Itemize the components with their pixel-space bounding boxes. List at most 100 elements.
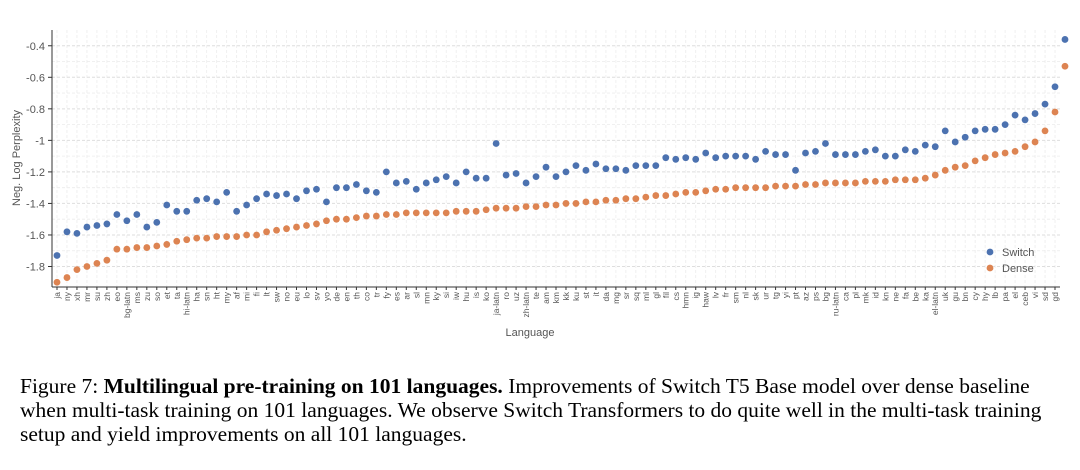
x-tick-label: tr <box>371 292 381 297</box>
point <box>432 209 440 217</box>
x-tick-label: ka <box>920 292 930 301</box>
point <box>692 188 700 196</box>
y-tick-label: -1.2 <box>26 167 45 179</box>
point <box>422 179 430 187</box>
x-tick-label: mk <box>860 291 870 303</box>
point <box>183 207 191 215</box>
point <box>213 198 221 206</box>
x-tick-label: el <box>1010 292 1020 299</box>
point <box>73 229 81 237</box>
point <box>1041 100 1049 108</box>
x-tick-label: hu <box>461 292 471 302</box>
point <box>1051 83 1059 91</box>
point <box>752 155 760 163</box>
x-tick-label: eo <box>112 292 122 302</box>
x-tick-label: lt <box>262 291 272 296</box>
point <box>1061 36 1069 43</box>
x-tick-label: ja-latn <box>491 292 501 316</box>
point <box>682 154 690 162</box>
point <box>313 185 320 193</box>
point <box>273 192 280 199</box>
point <box>93 259 101 267</box>
point <box>123 217 131 225</box>
point <box>622 166 630 174</box>
point <box>283 225 290 233</box>
point <box>492 140 500 147</box>
x-tick-label: ig <box>691 292 701 299</box>
point <box>412 209 420 217</box>
x-axis-label: Language <box>506 327 555 339</box>
x-tick-label: vi <box>1030 292 1040 298</box>
point <box>931 171 939 179</box>
point <box>672 155 680 163</box>
y-tick-label: -1.6 <box>26 230 45 242</box>
x-tick-label: ru-latn <box>830 292 840 316</box>
point <box>921 141 929 149</box>
point <box>921 174 929 182</box>
point <box>402 177 410 185</box>
x-tick-label: sn <box>202 292 212 301</box>
legend-label: Dense <box>1002 263 1034 275</box>
point <box>702 149 710 157</box>
point <box>53 278 61 286</box>
point <box>732 184 740 192</box>
point <box>392 179 400 187</box>
point <box>392 211 400 218</box>
x-tick-label: sq <box>631 292 641 301</box>
x-tick-label: ht <box>212 291 222 299</box>
point <box>273 226 280 234</box>
point <box>133 211 141 218</box>
point <box>1031 110 1039 117</box>
point <box>382 168 390 176</box>
point <box>53 252 61 259</box>
point <box>402 209 410 217</box>
point <box>223 233 231 240</box>
point <box>542 163 550 171</box>
point <box>542 201 550 209</box>
point <box>1001 149 1009 157</box>
point <box>582 166 590 174</box>
point <box>1041 127 1049 135</box>
point <box>442 173 450 181</box>
point <box>832 179 839 187</box>
point <box>871 177 879 185</box>
point <box>1021 116 1029 124</box>
x-tick-label: ta <box>172 292 182 299</box>
point <box>951 163 959 171</box>
point <box>941 127 949 135</box>
point <box>951 138 959 146</box>
point <box>203 195 211 203</box>
legend-marker <box>986 264 994 272</box>
point <box>822 140 829 147</box>
x-tick-label: mg <box>611 292 621 304</box>
x-tick-label: ko <box>481 292 491 301</box>
x-tick-label: zu <box>142 292 152 301</box>
point <box>712 185 720 193</box>
x-tick-label: co <box>361 292 371 301</box>
x-tick-label: af <box>232 291 242 299</box>
x-tick-label: ny <box>62 291 72 301</box>
point <box>293 195 300 203</box>
x-tick-label: lv <box>711 291 721 298</box>
point <box>173 207 181 215</box>
point <box>981 125 989 133</box>
point <box>153 242 161 250</box>
point <box>742 184 750 192</box>
point <box>452 207 460 215</box>
point <box>712 154 720 162</box>
point <box>782 182 789 190</box>
x-tick-label: ca <box>840 292 850 301</box>
x-tick-label: sd <box>1040 292 1050 301</box>
point <box>682 188 690 196</box>
x-tick-label: mn <box>421 292 431 304</box>
point <box>852 179 859 187</box>
point <box>243 201 251 209</box>
point <box>143 244 151 251</box>
x-tick-label: nl <box>741 292 751 299</box>
chart: Language Neg. Log Perplexity -1.8 -1.6 -1.… <box>11 30 1069 339</box>
x-tick-label: ar <box>401 292 411 300</box>
point <box>722 152 730 160</box>
x-tick-label: yo <box>321 292 331 301</box>
caption-label: Figure 7: <box>20 374 99 398</box>
